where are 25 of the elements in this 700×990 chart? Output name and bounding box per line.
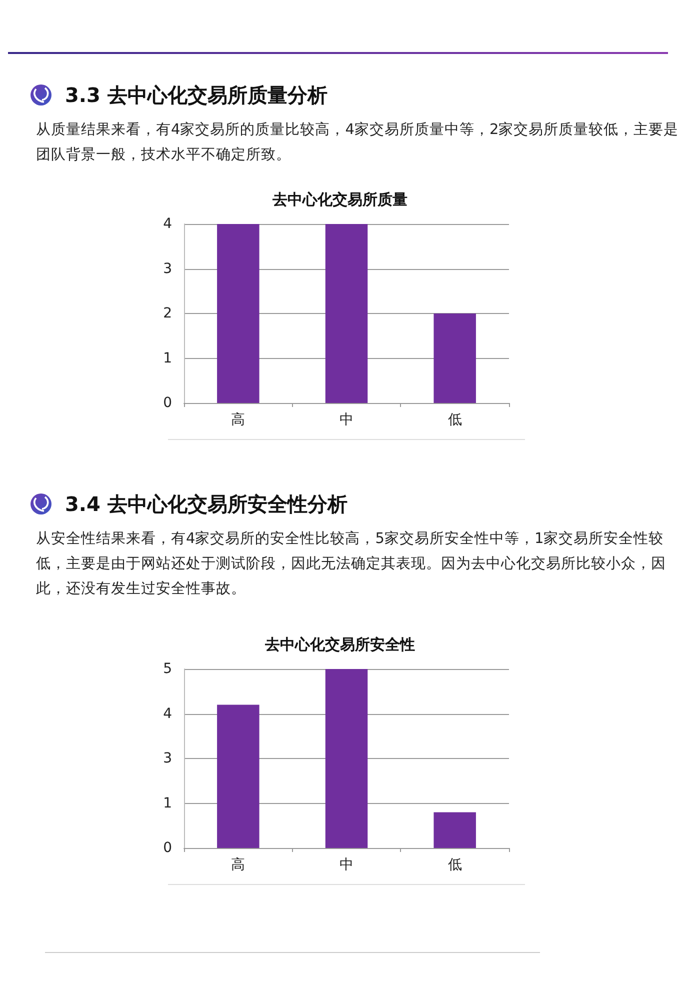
x-tick-label: 高: [231, 857, 246, 873]
x-tick-label: 高: [231, 412, 246, 428]
y-tick-label: 5: [163, 661, 172, 677]
text: 3.4 去中心化交易所安全性分析: [65, 492, 348, 516]
text: 3.3 去中心化交易所质量分析: [65, 83, 328, 107]
y-tick-label: 4: [163, 706, 172, 722]
y-tick-label: 3: [163, 260, 172, 277]
y-tick-label: 0: [163, 395, 172, 411]
y-tick-label: 3: [163, 750, 172, 766]
text: 从质量结果来看，有4家交易所的质量比较高，4家交易所质量中等，2家交易所质量较低，主要是团队背景一般，技术水平不确定所致。: [36, 120, 680, 165]
bar: [325, 669, 368, 848]
chart-title: 去中心化交易所安全性: [264, 636, 415, 654]
chart-title: 去中心化交易所质量: [272, 190, 408, 208]
y-tick-label: 0: [163, 840, 172, 856]
text: 从安全性结果来看，有4家交易所的安全性比较高，5家交易所安全性中等，1家交易所安全性较低，主要是由于网站还处于测试阶段，因此无法确定其表现。因为去中心化交易所比较小众，因此，还没有发生过安全性事故。: [36, 530, 667, 599]
y-tick-label: 1: [163, 350, 172, 366]
x-tick-label: 低: [448, 857, 462, 873]
y-tick-label: 1: [163, 795, 172, 812]
bar: [434, 812, 476, 848]
x-tick-label: 低: [448, 412, 462, 428]
y-tick-label: 2: [163, 306, 172, 322]
bar: [217, 704, 260, 848]
x-tick-label: 中: [340, 857, 354, 873]
x-tick-label: 中: [340, 412, 354, 428]
y-tick-label: 4: [163, 216, 172, 232]
